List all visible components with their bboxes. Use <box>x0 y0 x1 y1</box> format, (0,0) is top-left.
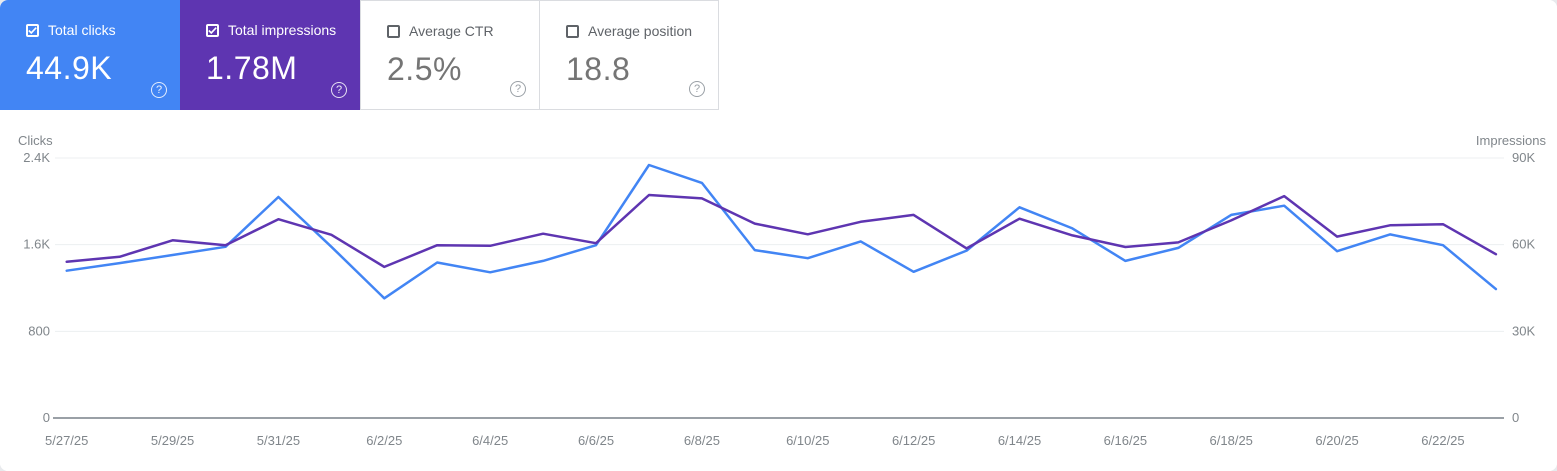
right-axis-tick-label: 30K <box>1512 323 1535 338</box>
checkbox-checked-icon[interactable] <box>26 23 39 37</box>
metric-label: Average CTR <box>409 23 494 39</box>
x-axis-date-label: 6/2/25 <box>366 433 402 448</box>
left-axis-tick-label: 1.6K <box>23 237 50 252</box>
metric-label: Average position <box>588 23 693 39</box>
left-axis-tick-label: 800 <box>28 323 50 338</box>
metric-label: Total clicks <box>48 22 116 38</box>
metric-card-total-impressions[interactable]: Total impressions 1.78M ? <box>180 0 360 110</box>
dual-axis-line-chart[interactable]: Clicks Impressions 0 800 1.6K 2.4K 0 30K 60K 90K 5… <box>0 110 1557 471</box>
checkbox-unchecked-icon[interactable] <box>387 24 400 38</box>
x-axis-date-label: 6/10/25 <box>786 433 829 448</box>
right-axis-tick-label: 0 <box>1512 410 1519 425</box>
checkbox-unchecked-icon[interactable] <box>566 24 579 38</box>
x-axis-date-label: 5/31/25 <box>257 433 300 448</box>
x-axis-date-label: 6/6/25 <box>578 433 614 448</box>
x-axis-date-label: 6/16/25 <box>1104 433 1147 448</box>
x-axis-date-label: 6/8/25 <box>684 433 720 448</box>
x-axis-date-label: 5/29/25 <box>151 433 194 448</box>
right-axis-tick-label: 60K <box>1512 237 1535 252</box>
help-icon[interactable]: ? <box>510 81 526 97</box>
metric-card-total-clicks[interactable]: Total clicks 44.9K ? <box>0 0 180 110</box>
metric-value: 1.78M <box>206 50 298 86</box>
x-axis-date-label: 6/12/25 <box>892 433 935 448</box>
metric-card-average-position[interactable]: Average position 18.8 ? <box>539 0 719 110</box>
metric-card-average-ctr[interactable]: Average CTR 2.5% ? <box>360 0 540 110</box>
checkbox-checked-icon[interactable] <box>206 23 219 37</box>
x-axis-date-label: 6/14/25 <box>998 433 1041 448</box>
impressions-line[interactable] <box>65 193 1498 269</box>
metric-cards-row: Total clicks 44.9K ? Total impressions 1… <box>0 0 1557 110</box>
left-axis-title: Clicks <box>18 133 53 148</box>
x-axis-date-label: 6/22/25 <box>1421 433 1464 448</box>
metric-label: Total impressions <box>228 22 337 38</box>
right-axis-tick-label: 90K <box>1512 150 1535 165</box>
left-axis-tick-label: 2.4K <box>23 150 50 165</box>
help-icon[interactable]: ? <box>331 82 347 98</box>
metric-value: 44.9K <box>26 50 113 86</box>
metric-value: 18.8 <box>566 51 631 87</box>
x-axis-date-label: 6/18/25 <box>1210 433 1253 448</box>
help-icon[interactable]: ? <box>151 82 167 98</box>
left-axis-tick-label: 0 <box>43 410 50 425</box>
x-axis-date-label: 6/20/25 <box>1315 433 1358 448</box>
clicks-line[interactable] <box>65 163 1498 300</box>
right-axis-title: Impressions <box>1476 133 1547 148</box>
help-icon[interactable]: ? <box>689 81 705 97</box>
metric-value: 2.5% <box>387 51 462 87</box>
x-axis-date-label: 6/4/25 <box>472 433 508 448</box>
x-axis-date-label: 5/27/25 <box>45 433 88 448</box>
performance-chart[interactable]: Clicks Impressions 0 800 1.6K 2.4K 0 30K 60K 90K 5… <box>0 110 1557 471</box>
